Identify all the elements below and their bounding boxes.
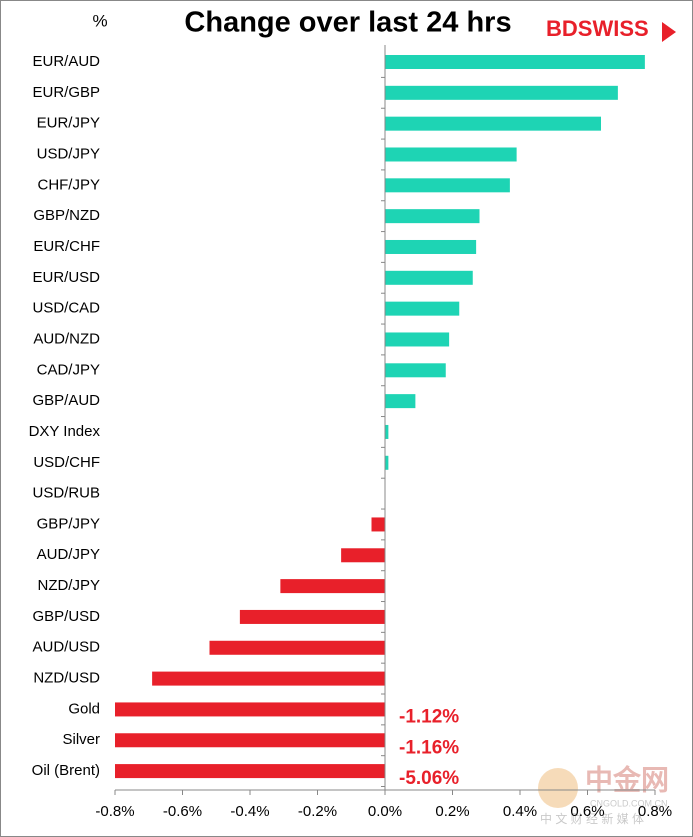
- y-tick-label: EUR/AUD: [32, 53, 100, 70]
- bar: [209, 640, 385, 655]
- y-tick-label: NZD/JPY: [37, 577, 100, 594]
- y-tick-label: EUR/USD: [32, 269, 100, 286]
- y-tick-label: EUR/JPY: [37, 115, 100, 132]
- y-tick-label: EUR/GBP: [32, 84, 100, 101]
- x-tick-label: 0.8%: [638, 803, 672, 820]
- y-tick-label: GBP/NZD: [33, 207, 100, 224]
- y-tick-label: USD/JPY: [37, 145, 100, 162]
- x-tick-label: -0.4%: [230, 803, 269, 820]
- bar: [385, 85, 618, 100]
- y-tick-label: CAD/JPY: [37, 361, 100, 378]
- y-tick-label: Oil (Brent): [32, 762, 100, 779]
- logo-icon: [662, 22, 676, 42]
- plot-area: [115, 55, 645, 779]
- bar: [385, 332, 450, 347]
- watermark-title: 中金网: [585, 763, 669, 795]
- bar: [385, 147, 517, 162]
- value-label: -1.16%: [399, 737, 459, 758]
- bar: [385, 301, 460, 316]
- y-tick-label: AUD/NZD: [33, 330, 100, 347]
- watermark-tagline: 中 文 财 经 新 媒 体: [540, 811, 644, 826]
- bar: [239, 609, 385, 624]
- y-tick-label: GBP/USD: [32, 608, 100, 625]
- x-tick-label: 0.0%: [368, 803, 402, 820]
- bar: [385, 363, 446, 378]
- bar: [385, 178, 510, 193]
- bar: [385, 455, 389, 470]
- y-tick-label: USD/CAD: [32, 300, 100, 317]
- y-tick-label: GBP/AUD: [32, 392, 100, 409]
- watermark-icon: [538, 768, 578, 808]
- value-label: -1.12%: [399, 706, 459, 727]
- y-tick-label: DXY Index: [29, 423, 101, 440]
- y-tick-label: NZD/USD: [33, 670, 100, 687]
- y-tick-label: AUD/JPY: [37, 546, 100, 563]
- x-tick-label: -0.2%: [298, 803, 337, 820]
- y-tick-label: USD/RUB: [32, 485, 100, 502]
- bar: [385, 424, 389, 439]
- x-tick-label: -0.6%: [163, 803, 202, 820]
- value-label: -5.06%: [399, 768, 459, 789]
- bar: [385, 209, 480, 224]
- bar: [115, 764, 385, 779]
- chart-title: Change over last 24 hrs: [184, 7, 511, 39]
- bar: [385, 394, 416, 409]
- watermark-site: CNGOLD.COM.CN: [590, 798, 668, 808]
- x-tick-label: -0.8%: [95, 803, 134, 820]
- y-tick-label: CHF/JPY: [37, 176, 100, 193]
- unit-label: %: [92, 11, 107, 30]
- bar: [115, 702, 385, 717]
- bar: [280, 579, 385, 594]
- y-tick-label: Gold: [68, 700, 100, 717]
- logo: BDSWISS: [546, 16, 649, 41]
- y-tick-label: GBP/JPY: [37, 515, 100, 532]
- y-tick-label: USD/CHF: [33, 454, 100, 471]
- bar: [371, 517, 385, 532]
- x-tick-label: 0.2%: [435, 803, 469, 820]
- y-tick-label: AUD/USD: [32, 639, 100, 656]
- bar: [385, 55, 645, 69]
- y-tick-label: EUR/CHF: [33, 238, 100, 255]
- bar: [115, 733, 385, 748]
- bar: [341, 548, 385, 563]
- bar: [152, 671, 385, 686]
- x-tick-label: 0.4%: [503, 803, 537, 820]
- bar: [385, 239, 477, 254]
- y-tick-label: Silver: [62, 731, 100, 748]
- bar: [385, 116, 601, 131]
- x-tick-label: 0.6%: [570, 803, 604, 820]
- bar: [385, 270, 473, 285]
